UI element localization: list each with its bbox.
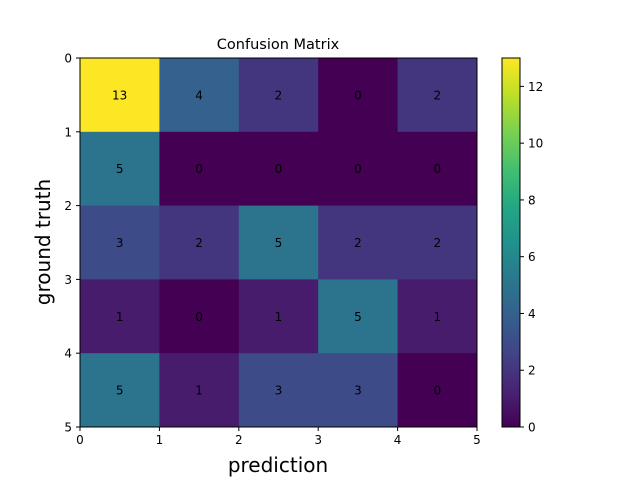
cell-r1-c2 — [238, 131, 319, 207]
cell-label-r4-c1: 1 — [195, 384, 203, 398]
cell-r0-c0 — [80, 58, 160, 133]
x-tick-label-5: 5 — [473, 433, 481, 447]
cell-r0-c3 — [318, 58, 399, 133]
x-tick-label-3: 3 — [314, 433, 322, 447]
cell-label-r4-c3: 3 — [354, 384, 362, 398]
cell-label-r2-c1: 2 — [195, 236, 203, 250]
cell-label-r0-c2: 2 — [275, 88, 283, 102]
y-tick-label-4: 4 — [64, 347, 72, 361]
colorbar-tick-label-3: 6 — [528, 250, 536, 264]
cell-label-r0-c3: 0 — [354, 88, 362, 102]
cell-r0-c2 — [238, 58, 319, 133]
cell-r3-c0 — [80, 279, 160, 354]
cell-label-r3-c2: 1 — [275, 310, 283, 324]
cell-label-r2-c2: 5 — [275, 236, 283, 250]
cell-r2-c3 — [318, 205, 399, 280]
cell-label-r4-c2: 3 — [275, 384, 283, 398]
cell-r2-c4 — [397, 205, 478, 280]
plot-frame — [79, 57, 478, 428]
cell-r2-c0 — [80, 205, 160, 280]
cell-label-r1-c2: 0 — [275, 162, 283, 176]
chart-title: Confusion Matrix — [217, 37, 340, 53]
cell-label-r3-c0: 1 — [116, 310, 124, 324]
cell-label-r2-c3: 2 — [354, 236, 362, 250]
x-tick-label-2: 2 — [235, 433, 243, 447]
cell-r2-c2 — [238, 205, 319, 280]
cell-label-r3-c3: 5 — [354, 310, 362, 324]
cell-label-r3-c4: 1 — [433, 310, 441, 324]
cell-label-r1-c1: 0 — [195, 162, 203, 176]
cell-r3-c3 — [318, 279, 399, 354]
cell-r2-c1 — [159, 205, 240, 280]
cell-r3-c4 — [397, 279, 478, 354]
cell-r4-c1 — [159, 353, 240, 428]
colorbar-tick-label-1: 2 — [528, 364, 536, 378]
cell-label-r1-c4: 0 — [433, 162, 441, 176]
x-axis-label: prediction — [228, 453, 328, 477]
x-tick-label-1: 1 — [156, 433, 164, 447]
cell-r3-c2 — [238, 279, 319, 354]
cell-r3-c1 — [159, 279, 240, 354]
colorbar-ticks: 0 2 4 6 8 10 12 — [520, 80, 543, 435]
y-tick-label-3: 3 — [64, 273, 72, 287]
cell-r1-c3 — [318, 131, 399, 207]
cell-r4-c2 — [238, 353, 319, 428]
cell-label-r0-c1: 4 — [195, 88, 203, 102]
cell-label-r0-c0: 13 — [112, 88, 127, 102]
heatmap-cells — [80, 58, 478, 428]
colorbar-tick-label-0: 0 — [528, 421, 536, 435]
cell-r0-c1 — [159, 58, 240, 133]
colorbar-tick-label-6: 12 — [528, 80, 543, 94]
cell-label-r0-c4: 2 — [433, 88, 441, 102]
cell-label-r4-c0: 5 — [116, 384, 124, 398]
y-axis-ticks: 0 1 2 3 4 5 — [64, 52, 80, 435]
cell-r4-c4 — [397, 353, 478, 428]
x-tick-label-0: 0 — [76, 433, 84, 447]
cell-r1-c1 — [159, 131, 240, 207]
y-tick-label-5: 5 — [64, 421, 72, 435]
x-tick-label-4: 4 — [394, 433, 402, 447]
cell-label-r1-c3: 0 — [354, 162, 362, 176]
cell-label-r4-c4: 0 — [433, 384, 441, 398]
x-axis-ticks: 0 1 2 3 4 5 — [76, 427, 481, 447]
cell-label-r1-c0: 5 — [116, 162, 124, 176]
cell-label-r2-c0: 3 — [116, 236, 124, 250]
cell-r1-c4 — [397, 131, 478, 207]
y-axis-label: ground truth — [31, 179, 55, 305]
cell-r0-c4 — [397, 58, 478, 133]
colorbar-tick-label-4: 8 — [528, 193, 536, 207]
y-tick-label-1: 1 — [64, 125, 72, 139]
cell-r4-c3 — [318, 353, 399, 428]
cell-r4-c0 — [80, 353, 160, 428]
y-tick-label-2: 2 — [64, 199, 72, 213]
cell-label-r2-c4: 2 — [433, 236, 441, 250]
cell-r1-c0 — [80, 131, 160, 207]
colorbar-tick-label-5: 10 — [528, 137, 543, 151]
cell-label-r3-c1: 0 — [195, 310, 203, 324]
y-tick-label-0: 0 — [64, 52, 72, 66]
colorbar — [501, 57, 521, 428]
colorbar-tick-label-2: 4 — [528, 307, 536, 321]
heatmap-cell-labels: 13 4 2 0 25 0 0 0 03 2 5 2 21 0 1 5 15 1 3 3 0 — [112, 88, 441, 397]
